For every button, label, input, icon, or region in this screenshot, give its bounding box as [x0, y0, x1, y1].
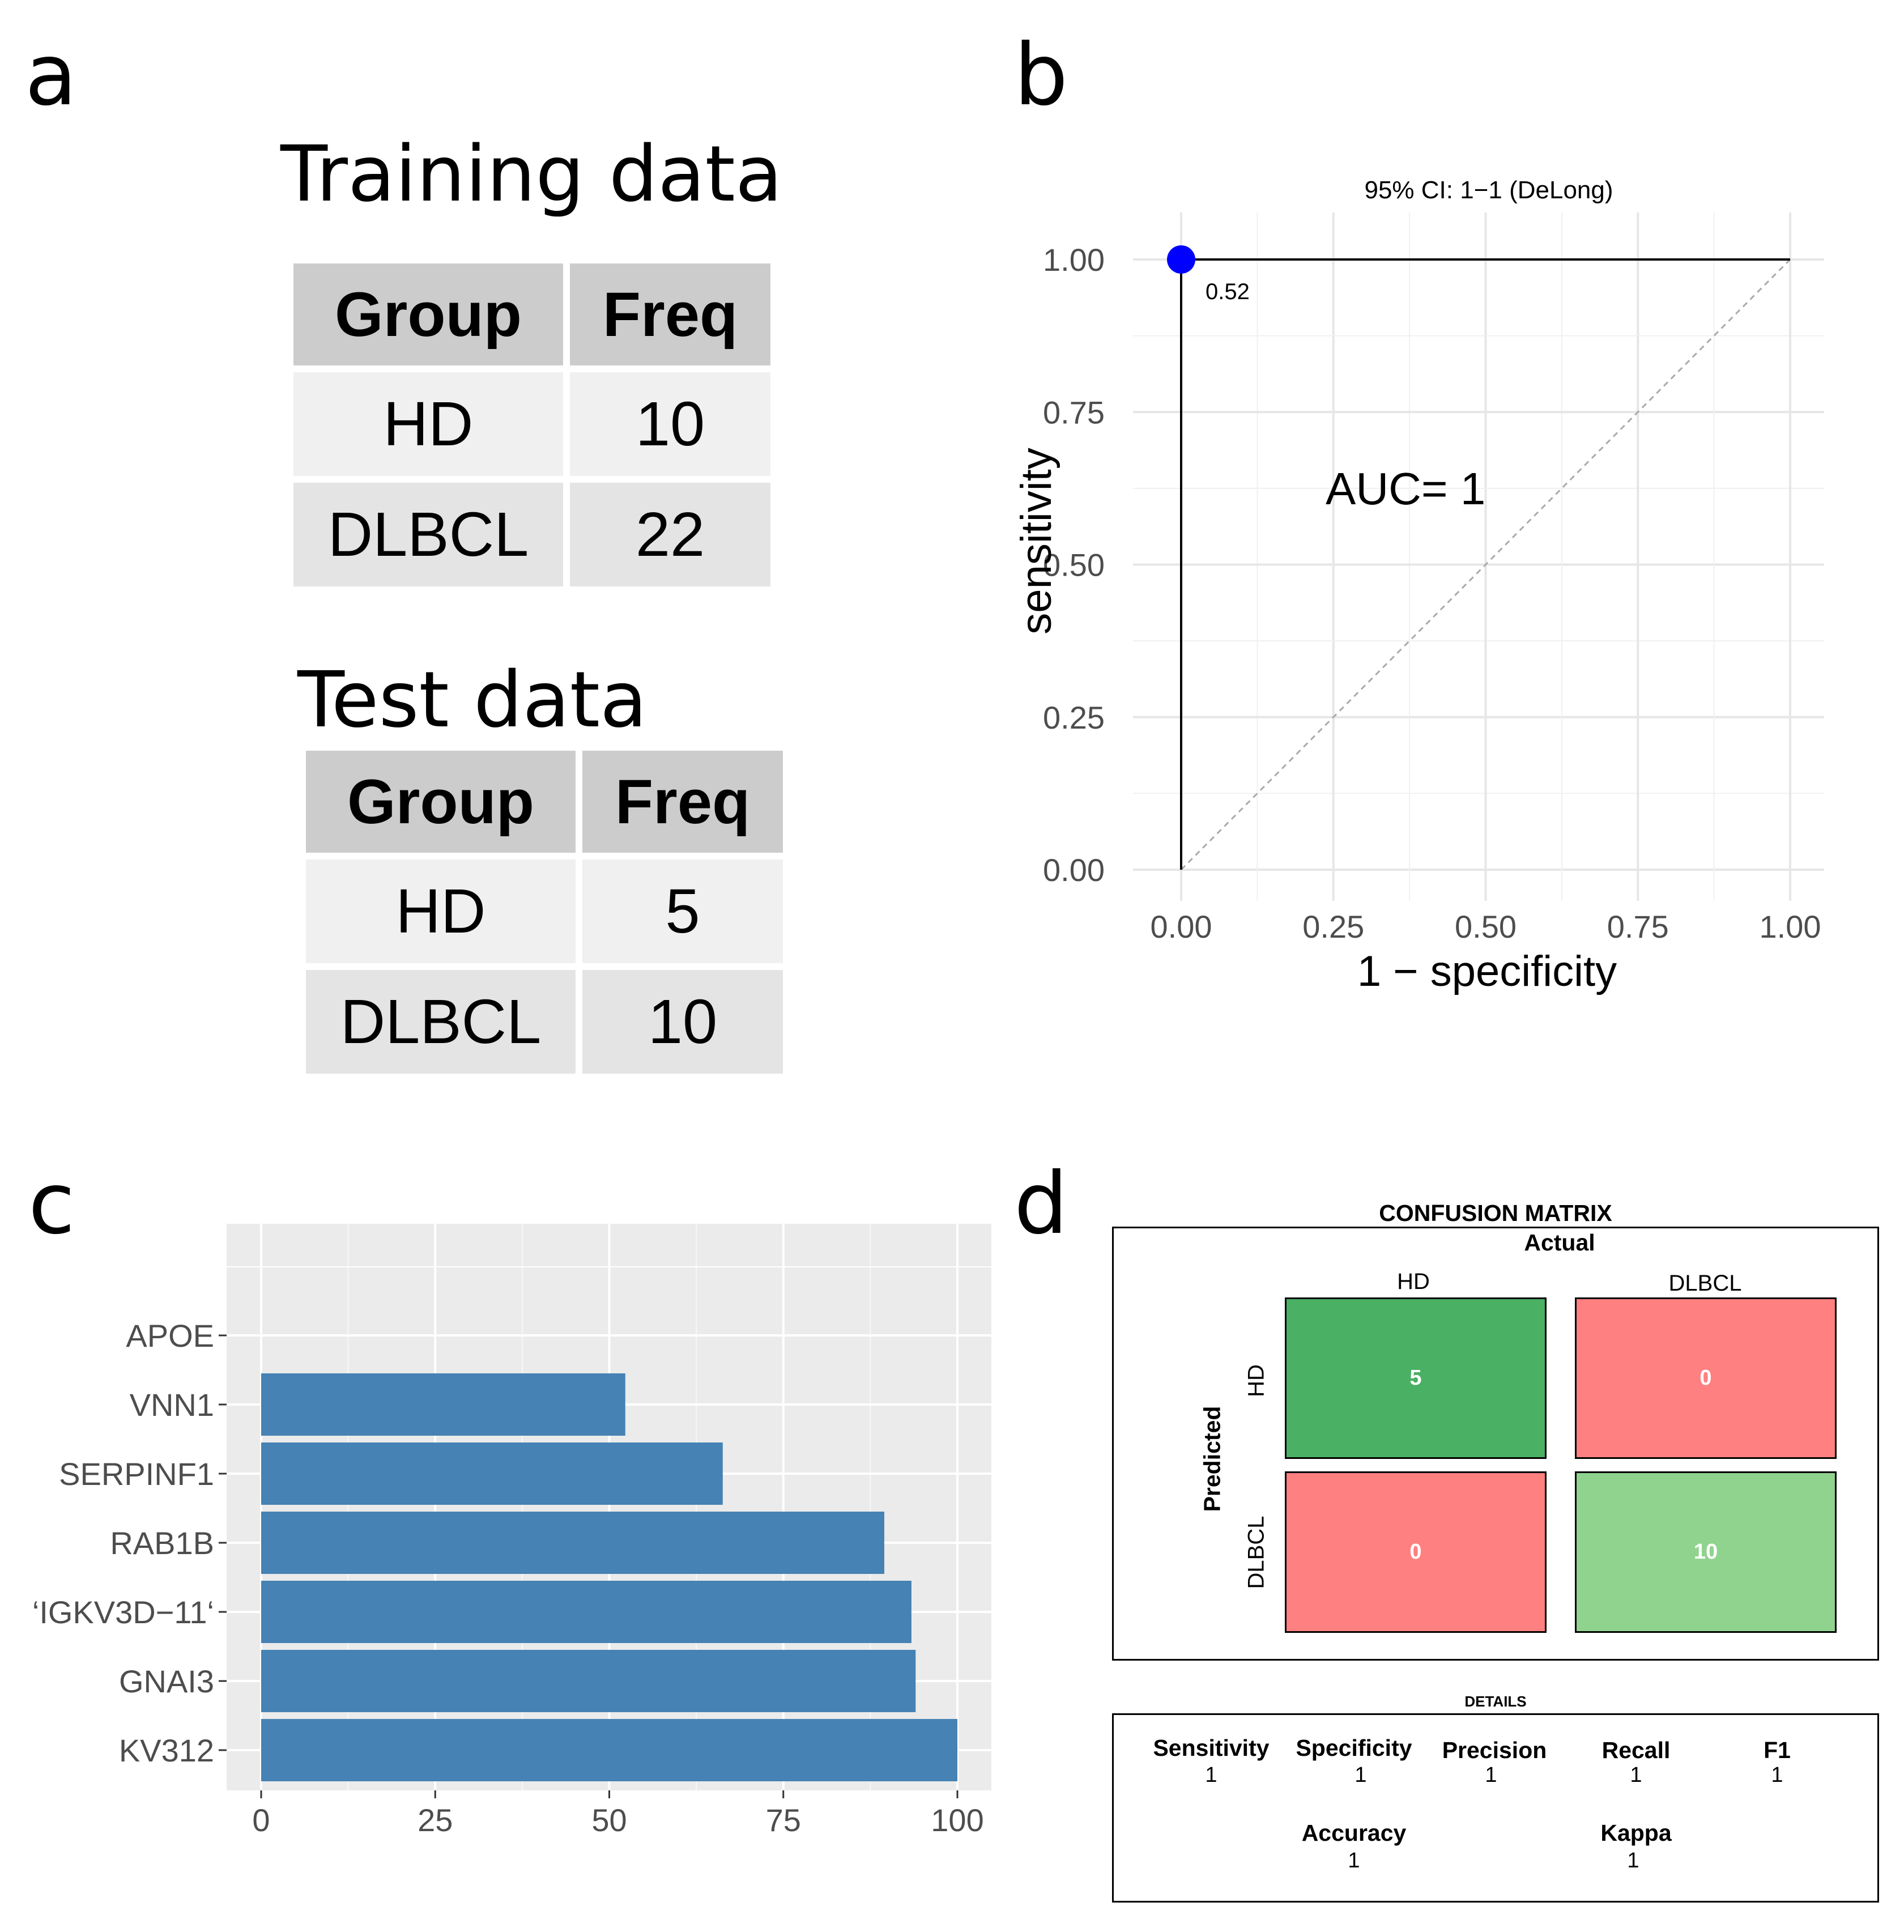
detail-name: Accuracy	[1301, 1820, 1407, 1846]
roc-auc-annotation: AUC= 1	[1326, 463, 1485, 514]
detail-name: Kappa	[1600, 1820, 1672, 1846]
detail-value: 1	[1205, 1763, 1217, 1787]
importance-x-tick-label: 75	[766, 1802, 801, 1838]
importance-bar	[261, 1650, 916, 1712]
confusion-row-dlbcl: DLBCL	[1243, 1516, 1269, 1589]
roc-marks: 0.00 0.00 0.25 0.25 0.50 0.50 0.75 0.75 1.00 1.00	[1043, 242, 1821, 944]
test-table-title: Test data	[297, 656, 648, 745]
roc-x-tick-label: 0.75	[1607, 909, 1669, 944]
confusion-frame	[1112, 1227, 1879, 1661]
confusion-predicted-label: Predicted	[1199, 1406, 1225, 1512]
detail-name: F1	[1764, 1737, 1791, 1763]
roc-y-label: sensitivity	[1012, 448, 1060, 634]
importance-category-label: ‘IGKV3D−11‘	[32, 1594, 214, 1630]
detail-value: 1	[1630, 1763, 1642, 1787]
detail-value: 1	[1485, 1763, 1497, 1787]
confusion-row-hd: HD	[1243, 1364, 1269, 1397]
confusion-actual-label: Actual	[1524, 1229, 1595, 1256]
detail-name: Recall	[1601, 1737, 1671, 1763]
roc-y-tick-label: 0.00	[1043, 852, 1105, 888]
panel-label-b: b	[1014, 26, 1068, 125]
importance-category-label: VNN1	[130, 1387, 214, 1423]
training-cell: DLBCL	[293, 483, 563, 586]
panel-label-c: c	[28, 1155, 75, 1253]
roc-y-tick-label: 1.00	[1043, 242, 1105, 278]
importance-x-tick-label: 25	[418, 1802, 453, 1838]
test-cell: 5	[582, 859, 783, 963]
roc-x-tick-label: 0.50	[1455, 909, 1517, 944]
importance-x-tick-label: 100	[931, 1802, 983, 1838]
importance-x-tick-label: 50	[591, 1802, 627, 1838]
roc-x-label: 1 − specificity	[1357, 947, 1617, 995]
detail-value: 1	[1627, 1849, 1639, 1873]
training-cell: HD	[293, 372, 563, 476]
details-title: DETAILS	[1464, 1693, 1527, 1710]
detail-value: 1	[1354, 1763, 1367, 1787]
importance-plot-area: 0 25 50 75 100 APOE VNN1 SERPINF1 RAB1B ‘IGKV3D−1…	[32, 1224, 991, 1838]
training-header-freq: Freq	[570, 263, 770, 365]
detail-value: 1	[1348, 1849, 1360, 1873]
importance-bar	[261, 1442, 723, 1505]
importance-category-label: RAB1B	[110, 1525, 214, 1561]
importance-bar	[261, 1719, 957, 1781]
roc-threshold-label: 0.52	[1206, 279, 1250, 304]
roc-y-tick-label: 0.50	[1043, 547, 1105, 583]
detail-name: Specificity	[1296, 1735, 1412, 1761]
training-cell: 10	[570, 372, 770, 476]
details-frame	[1112, 1713, 1879, 1903]
roc-y-tick-label: 0.25	[1043, 700, 1105, 735]
training-header-group: Group	[293, 263, 563, 365]
test-cell: 10	[582, 970, 783, 1074]
confusion-col-hd: HD	[1397, 1269, 1430, 1294]
test-header-freq: Freq	[582, 751, 783, 853]
roc-threshold-point	[1167, 245, 1195, 274]
confusion-title: CONFUSION MATRIX	[1379, 1200, 1612, 1226]
confusion-col-dlbcl: DLBCL	[1668, 1271, 1742, 1296]
roc-x-tick-label: 0.00	[1151, 909, 1212, 944]
detail-name: Precision	[1442, 1737, 1547, 1763]
importance-bar	[261, 1373, 625, 1436]
detail-value: 1	[1771, 1763, 1783, 1787]
roc-x-tick-label: 1.00	[1760, 909, 1821, 944]
importance-bar	[261, 1581, 911, 1643]
panel-label-d: d	[1014, 1155, 1068, 1253]
importance-category-label: GNAI3	[119, 1663, 214, 1699]
confusion-cell-hd-dlbcl: 0	[1575, 1297, 1837, 1459]
training-table-title: Training data	[280, 130, 783, 219]
importance-bar	[261, 1512, 884, 1574]
roc-reference-diagonal	[1180, 258, 1791, 871]
test-cell: HD	[306, 859, 576, 963]
importance-x-tick-label: 0	[252, 1802, 270, 1838]
importance-category-label: KV312	[119, 1733, 214, 1768]
importance-category-label: APOE	[126, 1318, 214, 1354]
detail-name: Sensitivity	[1153, 1735, 1270, 1761]
roc-title: 95% CI: 1−1 (DeLong)	[1364, 176, 1613, 204]
panel-label-a: a	[25, 26, 77, 125]
roc-x-tick-label: 0.25	[1302, 909, 1364, 944]
importance-category-label: SERPINF1	[59, 1456, 214, 1492]
confusion-cell-dlbcl-dlbcl: 10	[1575, 1471, 1837, 1633]
confusion-cell-dlbcl-hd: 0	[1285, 1471, 1547, 1633]
confusion-cell-hd-hd: 5	[1285, 1297, 1547, 1459]
test-header-group: Group	[306, 751, 576, 853]
roc-y-tick-label: 0.75	[1043, 394, 1105, 430]
training-cell: 22	[570, 483, 770, 586]
test-cell: DLBCL	[306, 970, 576, 1074]
